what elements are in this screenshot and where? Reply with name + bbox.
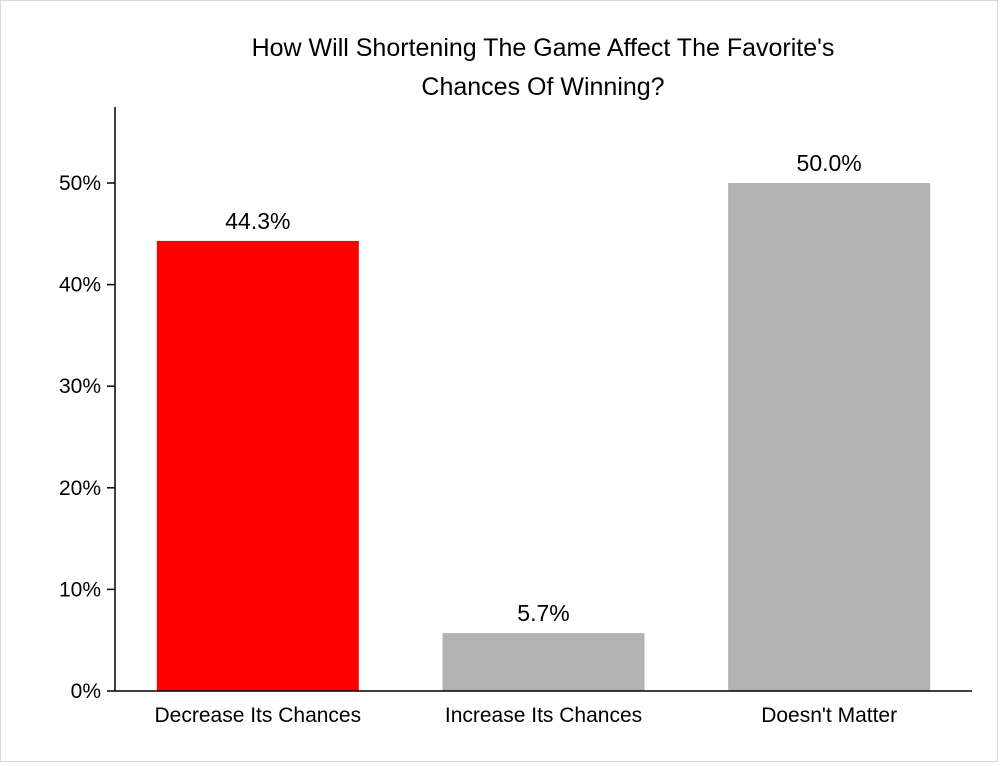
y-tick-label: 50% xyxy=(59,172,101,195)
bar-group xyxy=(156,183,931,692)
bar xyxy=(728,183,931,691)
x-category-label: Decrease Its Chances xyxy=(155,704,362,727)
y-tick-label: 40% xyxy=(59,274,101,297)
y-tick-label: 10% xyxy=(59,578,101,601)
y-tick-label: 0% xyxy=(71,680,101,703)
y-tick-label: 20% xyxy=(59,477,101,500)
chart-title-line-2: Chances Of Winning? xyxy=(421,73,664,101)
x-category-label: Doesn't Matter xyxy=(761,704,897,727)
y-tick-label: 30% xyxy=(59,375,101,398)
bar-value-label: 44.3% xyxy=(225,208,290,234)
bar-value-label: 5.7% xyxy=(517,600,569,626)
y-axis-ticks: 0% 10% 20% 30% 40% 50% xyxy=(59,172,115,703)
chart-title-line-1: How Will Shortening The Game Affect The … xyxy=(252,34,835,62)
bar xyxy=(442,633,645,691)
x-axis-categories: Decrease Its Chances Increase Its Chances… xyxy=(155,704,898,727)
bar-value-label: 50.0% xyxy=(797,150,862,176)
value-label-group: 44.3% 5.7% 50.0% xyxy=(225,150,862,626)
x-category-label: Increase Its Chances xyxy=(445,704,642,727)
bar xyxy=(156,240,359,692)
